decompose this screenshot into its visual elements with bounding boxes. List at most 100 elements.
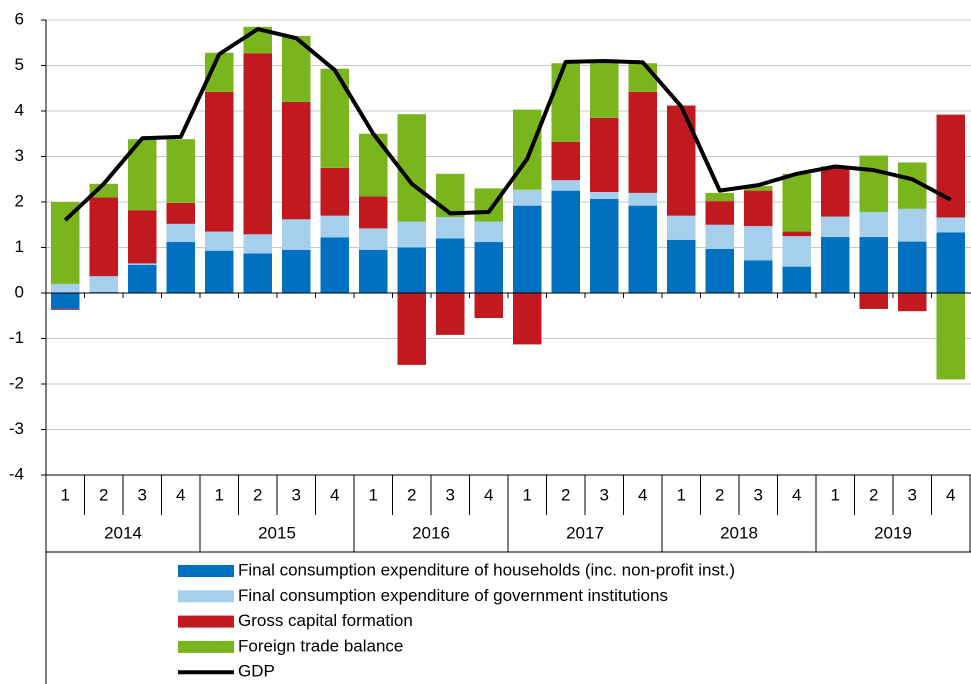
bar-segment: [821, 237, 850, 293]
bar-segment: [628, 205, 657, 293]
x-tick-label: 2: [407, 485, 416, 504]
bar-segment: [243, 234, 272, 254]
bar-segment: [859, 155, 888, 213]
bar-segment: [513, 109, 542, 190]
bar-segment: [89, 183, 118, 198]
bar-segment: [898, 293, 927, 312]
y-tick-label: 2: [15, 191, 24, 210]
y-tick-label: -1: [9, 328, 24, 347]
bar-segment: [667, 239, 696, 293]
bar-segment: [859, 237, 888, 293]
bar-segment: [359, 133, 388, 197]
bar-segment: [782, 173, 811, 232]
bar-segment: [51, 293, 80, 309]
y-tick-label: 4: [15, 100, 24, 119]
bar-segment: [744, 226, 773, 261]
bar-segment: [282, 219, 311, 250]
bar-segment: [859, 293, 888, 309]
bar-segment: [359, 228, 388, 250]
x-tick-label: 4: [792, 485, 801, 504]
bar-segment: [936, 293, 965, 380]
bar-segment: [397, 293, 426, 365]
bar-segment: [166, 223, 195, 243]
x-tick-label: 2: [869, 485, 878, 504]
legend-swatch: [178, 590, 234, 603]
x-tick-label: 2: [715, 485, 724, 504]
x-tick-label: 4: [330, 485, 339, 504]
group-label: 2018: [720, 523, 758, 542]
x-tick-label: 2: [99, 485, 108, 504]
bar-segment: [859, 212, 888, 238]
bar-segment: [628, 63, 657, 92]
bar-segment: [551, 180, 580, 191]
bar-segment: [51, 308, 80, 310]
x-tick-label: 4: [638, 485, 647, 504]
bar-segment: [436, 217, 465, 239]
bar-segment: [166, 202, 195, 224]
bar-segment: [821, 166, 850, 217]
legend-label: Foreign trade balance: [238, 636, 403, 655]
bar-segment: [551, 63, 580, 142]
bar-segment: [474, 242, 503, 293]
x-tick-label: 4: [946, 485, 955, 504]
x-tick-label: 3: [292, 485, 301, 504]
x-tick-label: 3: [600, 485, 609, 504]
bar-segment: [936, 232, 965, 293]
x-tick-label: 2: [561, 485, 570, 504]
x-tick-label: 1: [215, 485, 224, 504]
bar-segment: [744, 190, 773, 227]
group-label: 2015: [258, 523, 296, 542]
bar-segment: [166, 242, 195, 293]
bar-segment: [205, 231, 234, 251]
bar-segment: [628, 192, 657, 206]
bar-segment: [436, 238, 465, 293]
bar-segment: [89, 197, 118, 277]
x-tick-label: 4: [176, 485, 185, 504]
legend-label: Final consumption expenditure of governm…: [238, 586, 668, 605]
x-tick-label: 3: [446, 485, 455, 504]
legend-label: Final consumption expenditure of househo…: [238, 560, 735, 579]
bar-segment: [436, 293, 465, 335]
group-label: 2019: [874, 523, 912, 542]
bar-segment: [205, 250, 234, 293]
bar-segment: [782, 236, 811, 267]
bar-segment: [128, 210, 157, 264]
bar-segment: [359, 196, 388, 229]
bar-segment: [128, 264, 157, 293]
bar-segment: [320, 237, 349, 293]
x-tick-label: 1: [677, 485, 686, 504]
y-tick-label: -3: [9, 419, 24, 438]
bar-segment: [513, 205, 542, 293]
y-tick-label: 0: [15, 282, 24, 301]
bar-segment: [782, 231, 811, 237]
bar-segment: [590, 117, 619, 192]
bar-segment: [782, 266, 811, 293]
x-tick-label: 1: [61, 485, 70, 504]
y-tick-label: 5: [15, 55, 24, 74]
bar-segment: [320, 215, 349, 238]
bar-segment: [320, 167, 349, 216]
x-tick-label: 3: [908, 485, 917, 504]
bar-segment: [590, 60, 619, 118]
group-label: 2016: [412, 523, 450, 542]
bar-segment: [513, 189, 542, 206]
y-tick-label: -2: [9, 373, 24, 392]
legend-label: Gross capital formation: [238, 611, 413, 630]
legend-swatch: [178, 615, 234, 628]
y-tick-label: 6: [15, 9, 24, 28]
group-label: 2014: [104, 523, 142, 542]
x-tick-label: 4: [484, 485, 493, 504]
bar-segment: [89, 276, 118, 293]
bar-segment: [474, 293, 503, 319]
x-tick-label: 1: [831, 485, 840, 504]
bar-segment: [744, 186, 773, 191]
bar-segment: [397, 114, 426, 222]
x-tick-label: 2: [253, 485, 262, 504]
bar-segment: [898, 241, 927, 293]
y-tick-label: -4: [9, 464, 24, 483]
bar-segment: [821, 216, 850, 238]
legend-swatch: [178, 565, 234, 577]
x-tick-label: 1: [523, 485, 532, 504]
bar-segment: [282, 101, 311, 220]
